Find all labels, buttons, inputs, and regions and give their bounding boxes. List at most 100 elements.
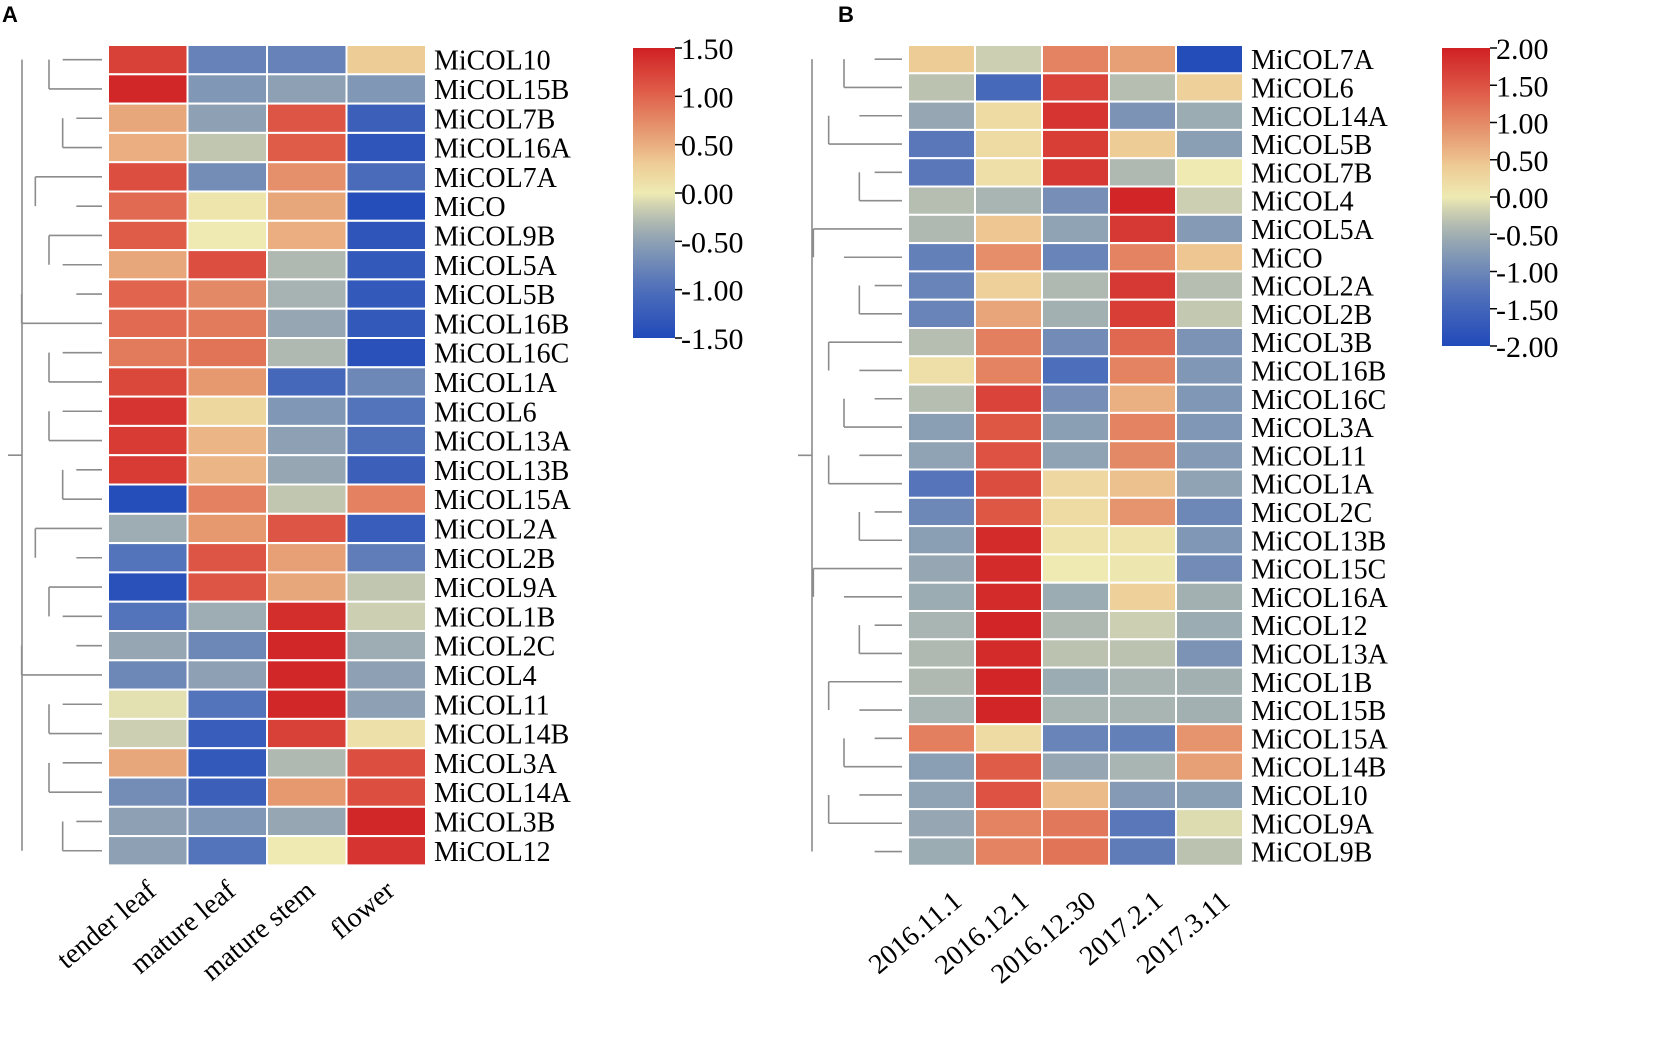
row-label-micol2c: MiCOL2C	[434, 632, 555, 663]
heatmap-cell-micol6-mature-stem	[266, 395, 348, 427]
heatmap-cell-micol6-tender-leaf	[107, 395, 189, 427]
heatmap-cell-micol11-flower	[345, 688, 427, 720]
heatmap-cell-micol2a-2017-3-11	[1175, 270, 1244, 301]
heatmap-cell-micol3b-2017-3-11	[1175, 327, 1244, 358]
heatmap-cell-micol16c-mature-stem	[266, 337, 348, 369]
heatmap-cell-micol1a-mature-leaf	[186, 366, 268, 398]
heatmap-cell-micol4-flower	[345, 659, 427, 691]
row-label-micol2b: MiCOL2B	[434, 544, 555, 575]
heatmap-cell-micol11-2016-12-30	[1041, 440, 1110, 471]
colorbar-tick-label: -2.00	[1496, 331, 1559, 364]
heatmap-cell-micol1b-2016-11-1	[907, 666, 976, 697]
heatmap-cell-micol16c-tender-leaf	[107, 337, 189, 369]
heatmap-cell-micol6-2017-2-1	[1108, 72, 1177, 103]
heatmap-cell-micol9a-tender-leaf	[107, 571, 189, 603]
row-label-micol4: MiCOL4	[1251, 187, 1354, 218]
row-label-micol9b: MiCOL9B	[434, 221, 555, 252]
row-label-micol16c: MiCOL16C	[434, 339, 569, 370]
heatmap-cell-micol7b-flower	[345, 102, 427, 134]
row-label-micol7a: MiCOL7A	[1251, 45, 1375, 76]
row-label-micol12: MiCOL12	[434, 837, 551, 868]
heatmap-cell-micol10-2017-3-11	[1175, 779, 1244, 811]
heatmap-cell-micol13b-mature-stem	[266, 454, 348, 486]
heatmap-cell-micol13a-2016-11-1	[907, 638, 976, 669]
panel-letter-a: A	[2, 2, 18, 27]
heatmap-cell-micol1b-flower	[345, 600, 427, 633]
heatmap-cell-micol12-mature-stem	[266, 835, 348, 867]
heatmap-cell-micol2b-2017-2-1	[1108, 298, 1177, 330]
heatmap-cell-micol5a-mature-stem	[266, 249, 348, 281]
row-labels-a: MiCOL10MiCOL15BMiCOL7BMiCOL16AMiCOL7AMiC…	[434, 46, 572, 868]
heatmap-cell-micol16b-mature-stem	[266, 307, 348, 340]
heatmap-cell-micol2c-mature-stem	[266, 630, 348, 662]
row-label-micol1b: MiCOL1B	[1251, 668, 1372, 699]
heatmap-cell-micol14b-mature-leaf	[186, 717, 268, 750]
heatmap-cell-micol15c-2016-12-1	[974, 553, 1043, 584]
heatmap-cell-micol15a-2016-12-30	[1041, 723, 1110, 754]
heatmap-cell-micol7a-mature-stem	[266, 161, 348, 193]
heatmap-cell-mico-mature-leaf	[186, 190, 268, 222]
heatmap-cell-micol10-2016-12-30	[1041, 779, 1110, 811]
heatmap-cell-micol15a-mature-stem	[266, 483, 348, 515]
heatmap-cell-micol10-mature-stem	[266, 44, 348, 76]
row-label-micol5a: MiCOL5A	[1251, 215, 1375, 246]
heatmap-cell-micol5a-2016-12-30	[1041, 213, 1110, 245]
heatmap-cell-mico-mature-stem	[266, 190, 348, 222]
heatmap-cell-micol11-2016-11-1	[907, 440, 976, 471]
heatmap-cell-micol9a-2017-3-11	[1175, 808, 1244, 839]
row-label-micol10: MiCOL10	[1251, 781, 1368, 812]
heatmap-cell-micol3b-mature-leaf	[186, 805, 268, 838]
heatmap-cell-micol10-tender-leaf	[107, 44, 189, 76]
heatmap-cell-micol7b-2016-11-1	[907, 157, 976, 188]
heatmap-cell-micol2c-2016-12-1	[974, 496, 1043, 528]
heatmap-cell-micol3a-mature-stem	[266, 747, 348, 779]
heatmap-cell-micol2c-2017-3-11	[1175, 496, 1244, 528]
heatmap-cell-micol7a-flower	[345, 161, 427, 193]
heatmap-cell-micol14a-mature-leaf	[186, 776, 268, 808]
row-label-micol7a: MiCOL7A	[434, 163, 558, 194]
heatmap-cell-micol1b-2017-3-11	[1175, 666, 1244, 697]
row-label-micol14b: MiCOL14B	[1251, 753, 1386, 784]
heatmap-cell-micol16a-2016-12-1	[974, 581, 1043, 613]
heatmap-cell-micol9b-mature-stem	[266, 219, 348, 252]
heatmap-cell-micol5b-2016-12-1	[974, 128, 1043, 160]
heatmap-cell-micol13b-tender-leaf	[107, 454, 189, 486]
colorbar-tick-label: -1.50	[1496, 294, 1559, 327]
colorbar-tick-label: 1.50	[681, 33, 734, 66]
heatmap-cell-micol9b-2016-12-1	[974, 836, 1043, 867]
heatmap-cell-micol12-flower	[345, 835, 427, 867]
heatmap-cell-micol1b-mature-stem	[266, 600, 348, 633]
heatmap-cell-micol15a-flower	[345, 483, 427, 515]
heatmap-cell-micol9a-mature-leaf	[186, 571, 268, 603]
heatmap-cell-micol16c-2017-3-11	[1175, 383, 1244, 414]
dendrogram-branches	[8, 58, 102, 852]
heatmap-cell-micol5a-2016-12-1	[974, 213, 1043, 245]
heatmap-cell-micol2a-2017-2-1	[1108, 270, 1177, 301]
row-label-micol6: MiCOL6	[434, 397, 537, 428]
heatmap-cell-micol14b-2016-12-1	[974, 751, 1043, 782]
row-dendrogram-a	[8, 58, 102, 852]
heatmap-cell-mico-tender-leaf	[107, 190, 189, 222]
heatmap-cell-micol2b-2016-12-30	[1041, 298, 1110, 330]
heatmap-cell-micol3b-2017-2-1	[1108, 327, 1177, 358]
row-label-micol1a: MiCOL1A	[434, 368, 558, 399]
heatmap-cell-micol2c-mature-leaf	[186, 630, 268, 662]
row-label-micol15c: MiCOL15C	[1251, 555, 1386, 586]
heatmap-cell-micol14b-2017-3-11	[1175, 751, 1244, 782]
heatmap-cell-micol5b-2016-11-1	[907, 128, 976, 160]
heatmap-cell-micol5b-mature-leaf	[186, 278, 268, 310]
heatmap-cell-micol2a-tender-leaf	[107, 512, 189, 545]
colorbar-tick-label: -1.00	[681, 275, 744, 308]
heatmap-cell-micol2c-tender-leaf	[107, 630, 189, 662]
heatmap-cell-micol16c-2016-11-1	[907, 383, 976, 414]
heatmap-cell-micol9a-2016-12-30	[1041, 808, 1110, 839]
colorbar-gradient	[1442, 48, 1490, 346]
heatmap-cell-micol13a-2016-12-30	[1041, 638, 1110, 669]
heatmap-cell-micol15a-mature-leaf	[186, 483, 268, 515]
heatmap-cell-micol2c-2017-2-1	[1108, 496, 1177, 528]
heatmap-cell-micol13b-flower	[345, 454, 427, 486]
colorbar-tick-label: 1.00	[681, 81, 734, 114]
row-label-micol16a: MiCOL16A	[434, 134, 572, 165]
heatmap-cell-micol2c-flower	[345, 630, 427, 662]
